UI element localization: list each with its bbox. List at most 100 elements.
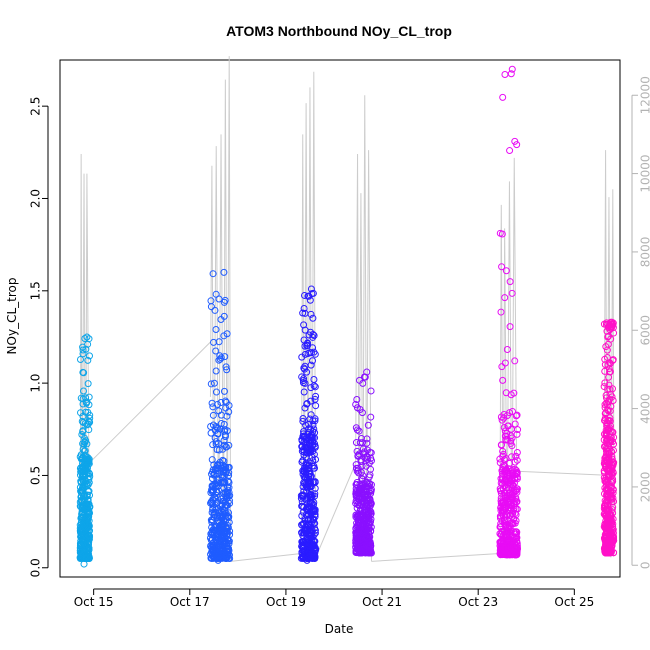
data-point [298,373,306,381]
data-point [499,376,507,384]
data-point [300,428,308,436]
data-point [311,537,319,545]
data-point [510,515,518,523]
data-point [79,400,87,408]
data-point [217,551,225,559]
data-point [220,420,228,428]
y2-tick-label: 4000 [639,393,650,424]
data-point [208,475,216,483]
data-point [79,477,87,485]
data-point [497,531,505,539]
data-point [353,395,361,403]
data-point [82,554,90,562]
data-point [355,427,363,435]
data-point [212,482,220,490]
data-point [511,357,519,365]
data-point [210,379,218,387]
series-points [76,333,94,568]
data-point [512,517,520,525]
data-point [513,534,521,542]
data-point [220,436,228,444]
data-point [85,426,93,434]
data-point [362,462,370,470]
data-point [354,514,362,522]
data-point [298,353,306,361]
data-point [219,497,227,505]
altitude-connector [230,553,302,562]
data-point [360,508,368,516]
data-point [215,407,223,415]
data-point [501,489,509,497]
data-point [506,278,514,286]
data-point [225,509,233,517]
data-point [299,555,307,563]
data-point [78,521,86,529]
x-tick-label: Oct 15 [74,595,114,609]
data-point [310,531,318,539]
data-point [307,310,315,318]
data-point [363,534,371,542]
data-point [512,505,520,513]
data-point [607,538,615,546]
data-point [506,323,514,331]
data-point [353,467,361,475]
data-point [212,388,220,396]
data-point [224,492,232,500]
data-point [602,481,610,489]
data-point [298,538,306,546]
data-point [303,340,311,348]
data-point [220,268,228,276]
data-point [513,456,521,464]
data-point [309,507,317,515]
data-point [222,469,230,477]
data-point [358,549,366,557]
data-point [602,394,610,402]
series-points [600,318,618,557]
data-point [311,383,319,391]
data-point [302,511,310,519]
data-point [499,447,507,455]
data-point [608,471,616,479]
data-point [311,553,319,561]
data-point [505,524,513,532]
data-point [81,447,89,455]
data-point [367,457,375,465]
data-point [356,485,364,493]
data-point [359,472,367,480]
data-point [502,544,510,552]
y2-tick-label: 10000 [639,154,650,192]
data-point [211,465,219,473]
data-point [208,518,216,526]
data-point [498,517,506,525]
data-point [301,379,309,387]
data-point [499,506,507,514]
data-point [223,501,231,509]
data-point [608,461,616,469]
data-point [499,484,507,492]
data-point [214,430,222,438]
data-point [508,513,516,521]
data-point [606,417,614,425]
axes-layer: 0.0 0.5 1.0 1.5 2.0 2.5 0 2000 4000 6000 8000 10000… [29,76,650,609]
data-point [352,481,360,489]
data-point [300,468,308,476]
data-point [77,493,85,501]
data-point [225,463,233,471]
data-point [605,524,613,532]
data-point [302,496,310,504]
data-point [301,495,309,503]
data-point [361,524,369,532]
data-point [80,560,88,568]
data-point [213,423,221,431]
data-point [506,472,514,480]
data-point [221,427,229,435]
data-point [84,523,92,531]
data-point [366,546,374,554]
data-point [212,367,220,375]
data-point [208,547,216,555]
data-point [212,290,220,298]
data-point [513,430,521,438]
data-point [352,497,360,505]
data-point [84,487,92,495]
data-point [298,502,306,510]
